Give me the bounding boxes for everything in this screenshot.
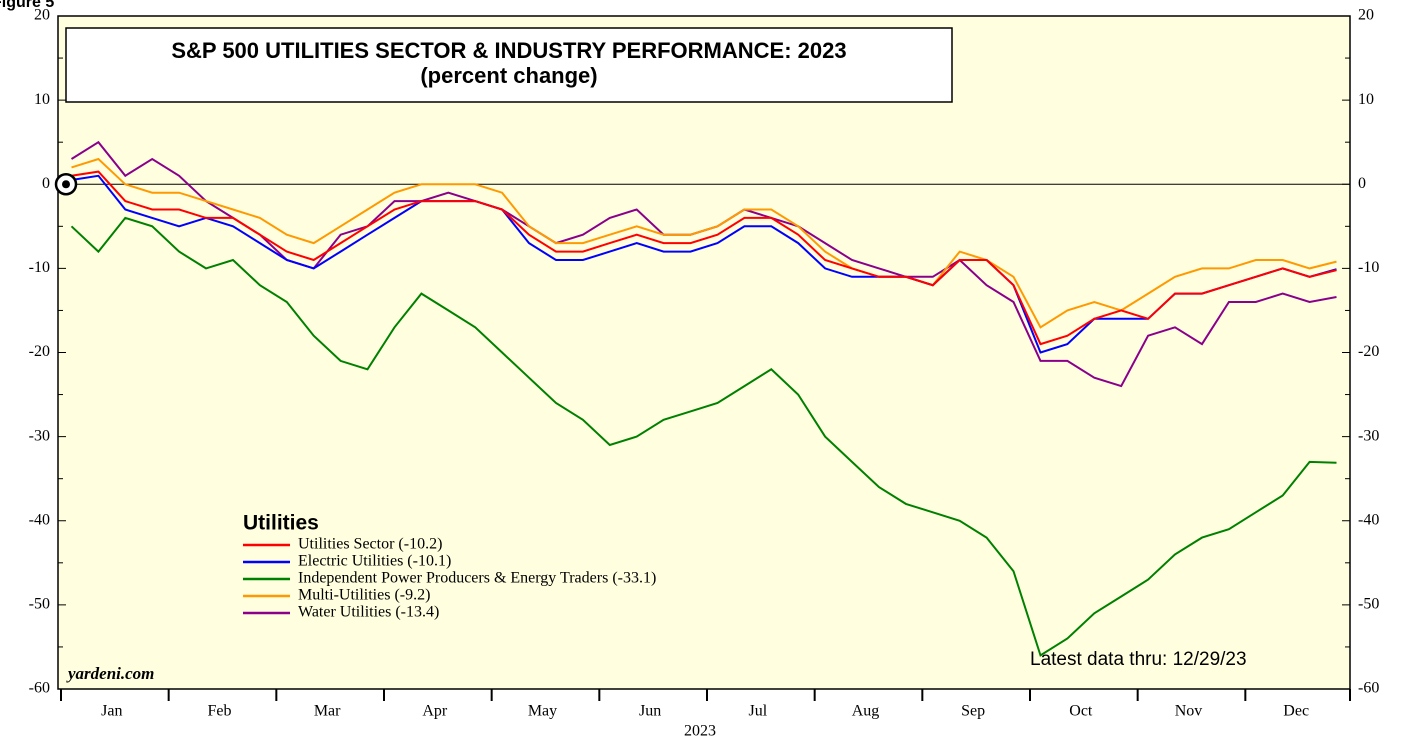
plot-area [57, 15, 1351, 690]
series-line [71, 174, 1337, 354]
x-tick-label: Dec [1283, 703, 1309, 720]
y2-tick-label: -20 [1358, 343, 1379, 360]
legend-title: Utilities [243, 512, 319, 535]
figure-label: Figure 5 [0, 0, 54, 11]
legend-label: Utilities Sector (-10.2) [298, 536, 442, 553]
y2-tick-label: 20 [1358, 7, 1374, 24]
y2-tick-label: -50 [1358, 596, 1379, 613]
y-tick-label: 0 [42, 175, 50, 192]
x-tick-label: Feb [208, 703, 232, 720]
legend-label: Electric Utilities (-10.1) [298, 553, 451, 570]
y2-tick-label: -30 [1358, 427, 1379, 444]
source: yardeni.com [66, 664, 154, 683]
y-tick-label: -30 [29, 427, 50, 444]
x-tick-label: Jan [101, 703, 122, 720]
x-tick-label: Sep [961, 703, 985, 720]
x-axis-label: 2023 [684, 723, 716, 740]
y-tick-label: -50 [29, 596, 50, 613]
x-tick-label: Jun [639, 703, 661, 720]
series-line [71, 170, 1337, 346]
x-tick-label: May [528, 703, 557, 720]
y2-tick-label: -40 [1358, 511, 1379, 528]
x-tick-label: Nov [1175, 703, 1203, 720]
legend-label: Water Utilities (-13.4) [298, 604, 439, 621]
x-tick-label: Apr [422, 703, 448, 720]
series-line [71, 157, 1337, 329]
title-box [65, 27, 953, 103]
annotation: Latest data thru: 12/29/23 [1030, 649, 1247, 670]
y-tick-label: 20 [34, 7, 50, 24]
series-line [70, 216, 1337, 657]
y-tick-label: -40 [29, 511, 50, 528]
y2-tick-label: 0 [1358, 175, 1366, 192]
y2-tick-label: 10 [1358, 91, 1374, 108]
legend-label: Multi-Utilities (-9.2) [298, 587, 430, 604]
y-tick-label: -10 [29, 259, 50, 276]
chart-subtitle: (percent change) [420, 63, 597, 88]
y2-tick-label: -10 [1358, 259, 1379, 276]
legend-label: Independent Power Producers & Energy Tra… [298, 570, 656, 587]
start-marker-dot [62, 180, 70, 189]
y-tick-label: -60 [29, 680, 50, 697]
y-tick-label: 10 [34, 91, 50, 108]
x-tick-label: Aug [852, 703, 880, 720]
x-tick-label: Oct [1069, 703, 1093, 720]
x-tick-label: Mar [314, 703, 341, 720]
y2-tick-label: -60 [1358, 680, 1379, 697]
x-tick-label: Jul [748, 703, 767, 720]
y-tick-label: -20 [29, 343, 50, 360]
chart-title: S&P 500 UTILITIES SECTOR & INDUSTRY PERF… [171, 38, 846, 63]
